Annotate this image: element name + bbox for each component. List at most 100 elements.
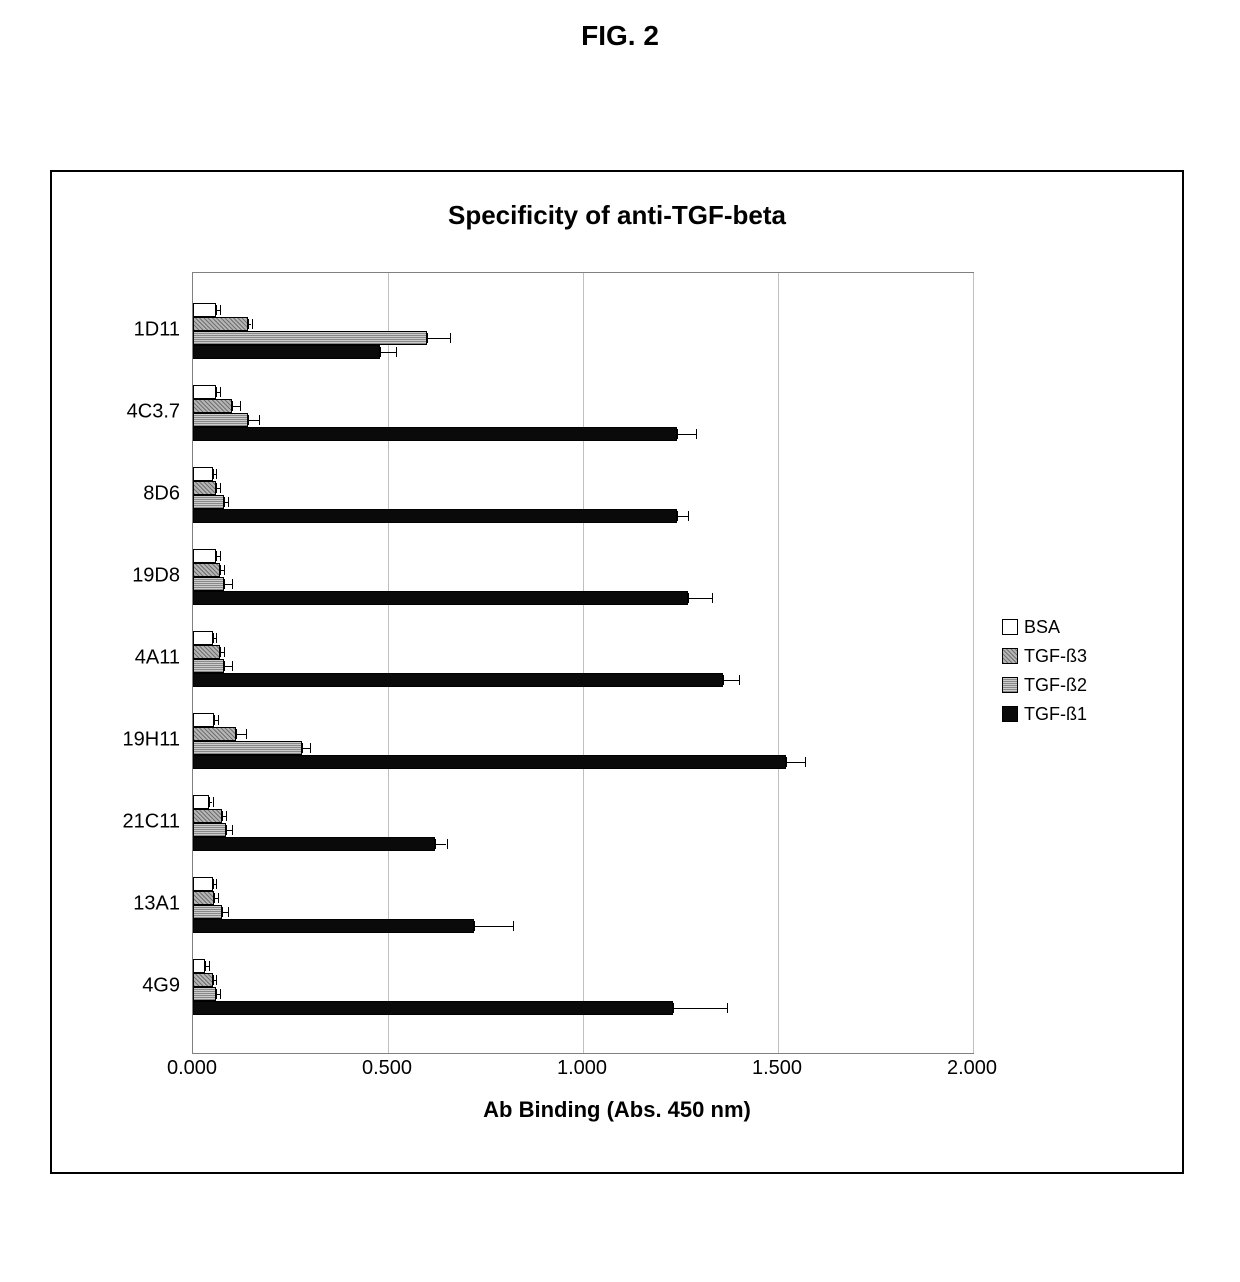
error-cap	[216, 975, 217, 985]
legend: BSA TGF-ß3 TGF-ß2 TGF-ß1	[1002, 612, 1162, 729]
bar-TGFb3	[193, 645, 220, 659]
error-cap	[216, 483, 217, 493]
error-bar	[380, 352, 396, 353]
legend-label: TGF-ß3	[1024, 646, 1087, 667]
error-cap	[220, 647, 221, 657]
error-cap	[214, 715, 215, 725]
error-cap	[677, 511, 678, 521]
error-cap	[220, 483, 221, 493]
error-cap	[723, 675, 724, 685]
plot-area	[192, 272, 974, 1054]
legend-item: TGF-ß1	[1002, 700, 1162, 728]
error-cap	[302, 743, 303, 753]
legend-swatch	[1002, 677, 1018, 693]
error-cap	[240, 401, 241, 411]
bar-BSA	[193, 385, 216, 399]
legend-label: BSA	[1024, 617, 1060, 638]
bar-TGFb2	[193, 741, 302, 755]
bar-TGFb3	[193, 809, 222, 823]
error-cap	[216, 551, 217, 561]
error-cap	[232, 825, 233, 835]
bar-BSA	[193, 959, 205, 973]
bar-TGFb2	[193, 495, 224, 509]
error-cap	[213, 633, 214, 643]
page: FIG. 2 Specificity of anti-TGF-beta Ab B…	[0, 0, 1240, 1282]
bar-TGFb1	[193, 837, 435, 851]
error-cap	[216, 879, 217, 889]
x-tick-label: 0.000	[167, 1057, 217, 1080]
y-tick-label: 4G9	[52, 975, 180, 998]
error-cap	[224, 579, 225, 589]
error-bar	[224, 666, 232, 667]
error-cap	[222, 907, 223, 917]
x-tick-label: 1.500	[752, 1057, 802, 1080]
bar-TGFb3	[193, 727, 236, 741]
error-cap	[213, 879, 214, 889]
y-tick-label: 4C3.7	[52, 401, 180, 424]
bar-BSA	[193, 303, 216, 317]
figure-label: FIG. 2	[0, 20, 1240, 52]
error-bar	[427, 338, 450, 339]
bar-TGFb1	[193, 591, 688, 605]
bar-TGFb2	[193, 823, 226, 837]
error-cap	[226, 811, 227, 821]
x-tick-label: 1.000	[557, 1057, 607, 1080]
error-bar	[677, 516, 689, 517]
error-cap	[805, 757, 806, 767]
gridline	[388, 273, 389, 1053]
bar-TGFb2	[193, 413, 248, 427]
chart-outer-box: Specificity of anti-TGF-beta Ab Binding …	[50, 170, 1184, 1174]
error-cap	[220, 305, 221, 315]
bar-TGFb3	[193, 481, 216, 495]
error-cap	[232, 579, 233, 589]
error-cap	[226, 825, 227, 835]
error-bar	[236, 734, 246, 735]
error-cap	[214, 893, 215, 903]
error-cap	[435, 839, 436, 849]
error-cap	[696, 429, 697, 439]
bar-TGFb3	[193, 891, 214, 905]
bar-TGFb3	[193, 973, 213, 987]
error-cap	[216, 989, 217, 999]
error-cap	[688, 511, 689, 521]
error-cap	[228, 497, 229, 507]
error-cap	[213, 797, 214, 807]
legend-swatch	[1002, 619, 1018, 635]
y-tick-label: 8D6	[52, 483, 180, 506]
bar-TGFb2	[193, 905, 222, 919]
bar-TGFb2	[193, 577, 224, 591]
error-cap	[224, 661, 225, 671]
error-cap	[786, 757, 787, 767]
y-tick-label: 19D8	[52, 565, 180, 588]
bar-TGFb3	[193, 317, 248, 331]
error-cap	[224, 497, 225, 507]
bar-BSA	[193, 877, 213, 891]
error-cap	[450, 333, 451, 343]
error-cap	[216, 387, 217, 397]
error-cap	[396, 347, 397, 357]
error-cap	[236, 729, 237, 739]
bar-TGFb1	[193, 673, 723, 687]
error-bar	[673, 1008, 728, 1009]
error-cap	[447, 839, 448, 849]
error-bar	[302, 748, 310, 749]
error-cap	[248, 415, 249, 425]
error-cap	[727, 1003, 728, 1013]
error-cap	[216, 469, 217, 479]
error-cap	[677, 429, 678, 439]
error-cap	[216, 305, 217, 315]
error-bar	[435, 844, 447, 845]
legend-swatch	[1002, 648, 1018, 664]
error-bar	[232, 406, 240, 407]
error-cap	[216, 633, 217, 643]
bar-TGFb1	[193, 1001, 673, 1015]
legend-label: TGF-ß1	[1024, 704, 1087, 725]
error-cap	[213, 469, 214, 479]
error-cap	[222, 811, 223, 821]
error-cap	[218, 715, 219, 725]
error-bar	[474, 926, 513, 927]
bar-TGFb3	[193, 399, 232, 413]
legend-item: TGF-ß2	[1002, 671, 1162, 699]
error-cap	[218, 893, 219, 903]
bar-BSA	[193, 631, 213, 645]
